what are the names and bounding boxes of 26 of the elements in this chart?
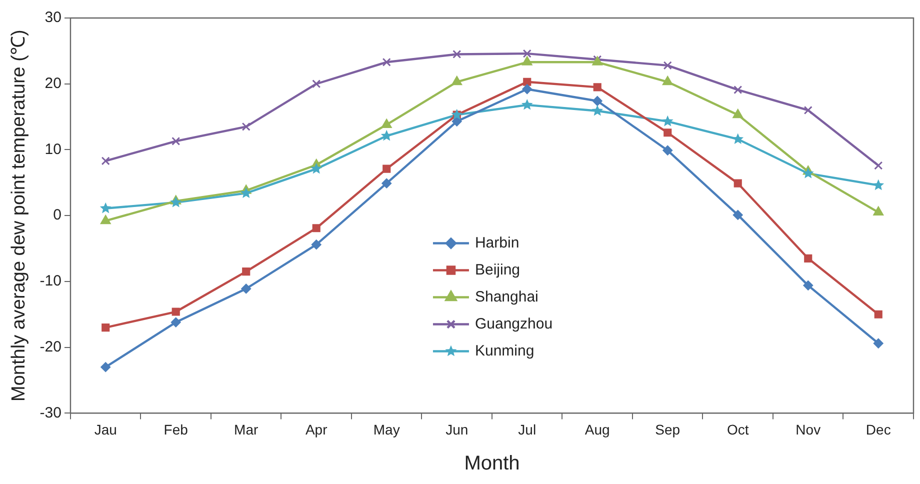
legend-label: Shanghai xyxy=(474,288,538,306)
y-tick-label: -10 xyxy=(40,272,62,290)
y-tick-label: 10 xyxy=(44,140,62,158)
x-tick-label: Jul xyxy=(518,421,536,438)
x-tick-label: Feb xyxy=(164,421,188,438)
x-tick-label: Oct xyxy=(726,421,749,438)
legend-label: Kunming xyxy=(474,342,534,360)
x-tick-label: Jau xyxy=(94,421,117,438)
y-tick-label: -30 xyxy=(40,404,62,422)
x-tick-label: Mar xyxy=(234,421,258,438)
legend-label: Guangzhou xyxy=(474,315,553,332)
legend-label: Beijing xyxy=(474,261,520,278)
x-tick-label: May xyxy=(373,421,400,438)
x-tick-label: Aug xyxy=(584,421,610,438)
x-tick-label: Sep xyxy=(655,421,680,438)
y-tick-label: 0 xyxy=(53,206,62,224)
y-tick-label: 20 xyxy=(44,75,62,92)
x-tick-label: Jun xyxy=(446,421,468,438)
y-axis-title: Monthly average dew point temperature (℃) xyxy=(8,30,30,402)
x-tick-label: Dec xyxy=(866,421,891,438)
legend-label: Harbin xyxy=(474,234,520,252)
y-tick-label: -20 xyxy=(40,338,62,356)
x-tick-label: Apr xyxy=(305,421,328,438)
x-tick-label: Nov xyxy=(796,421,821,438)
x-axis-title: Month xyxy=(464,452,520,475)
y-tick-label: 30 xyxy=(44,9,62,26)
